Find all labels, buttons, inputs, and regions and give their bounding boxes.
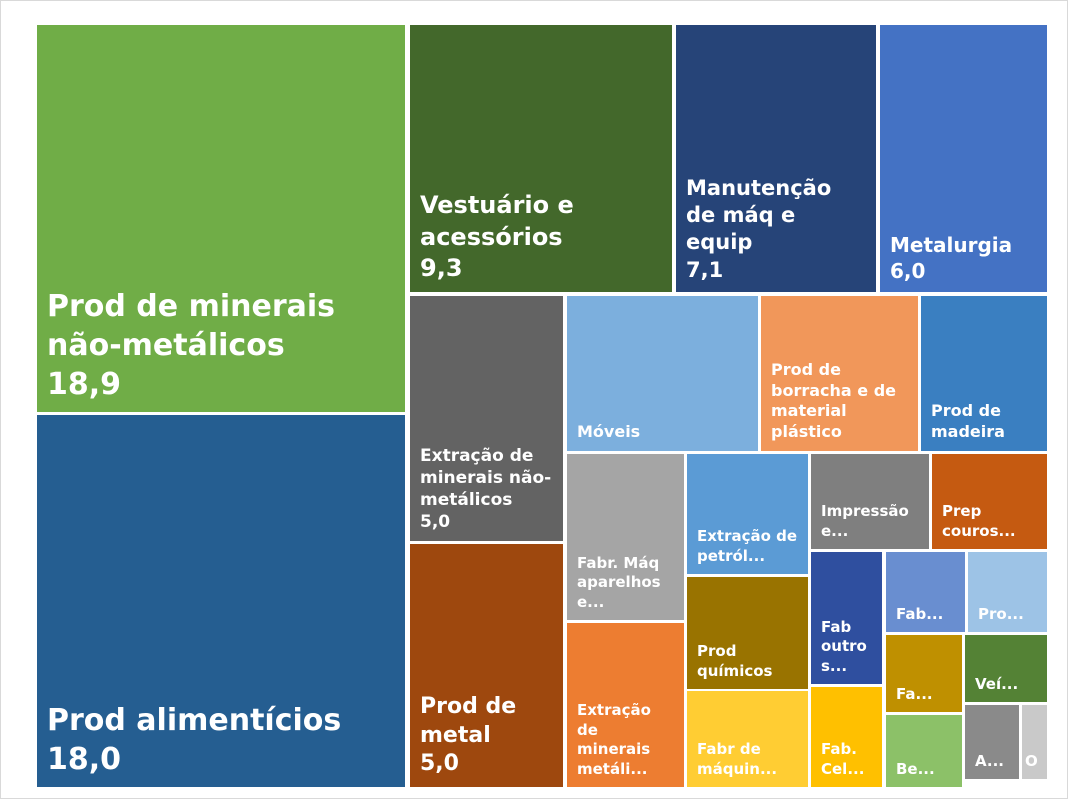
tile: Impressão e... <box>811 454 929 549</box>
tile: Fab... <box>886 552 965 632</box>
tile: Prod alimentícios 18,0 <box>37 415 405 787</box>
tile-label: O <box>1025 751 1038 770</box>
tile: Fabr de máquin... <box>687 691 808 787</box>
tile: Prod químicos <box>687 577 808 689</box>
tile-label: Fab. Cel... <box>821 740 865 778</box>
value-label: 7,1 <box>686 257 724 282</box>
tile-label: Pro... <box>978 604 1024 623</box>
value-label: 5,0 <box>420 751 459 777</box>
tile-label: Fabr de máquin... <box>697 740 778 778</box>
tile-label: Fabr. Máq aparelhos e... <box>577 553 661 611</box>
tile: Be... <box>886 715 962 787</box>
tile-label: Vestuário e acessórios <box>420 191 574 251</box>
tile-label: Prod químicos <box>697 642 773 680</box>
tile: Extração de minerais metáli... <box>567 623 684 787</box>
value-label: 9,3 <box>420 253 463 282</box>
tile: Extração de petról... <box>687 454 808 574</box>
tile-label: A... <box>975 751 1004 770</box>
tile: Fabr. Máq aparelhos e... <box>567 454 684 620</box>
tile: Prod de borracha e de material plástico <box>761 296 918 451</box>
tile-label: Prep couros... <box>942 502 1016 540</box>
tile: Prod de minerais não-metálicos 18,9 <box>37 25 405 412</box>
tile: A... <box>965 705 1019 779</box>
tile: Vestuário e acessórios 9,3 <box>410 25 672 292</box>
tile: Prep couros... <box>932 454 1047 549</box>
tile: Prod de madeira <box>921 296 1047 451</box>
tile-label: Be... <box>896 759 935 778</box>
tile-label: Fab... <box>896 604 944 623</box>
tile: Manutenção de máq e equip 7,1 <box>676 25 876 292</box>
tile: O <box>1022 705 1047 779</box>
tile-label: Extração de petról... <box>697 527 798 565</box>
tile: Fab. Cel... <box>811 687 882 787</box>
tile-label: Fab outros... <box>821 617 867 675</box>
tile-label: Veí... <box>975 674 1019 693</box>
tile-label: Prod de minerais não-metálicos <box>47 289 336 363</box>
tile-label: Manutenção de máq e equip <box>686 175 832 255</box>
tile: Metalurgia 6,0 <box>880 25 1047 292</box>
tile-label: Impressão e... <box>821 502 909 540</box>
tile: Veí... <box>965 635 1047 702</box>
value-label: 18,9 <box>47 367 122 402</box>
tile-label: Fa... <box>896 684 933 703</box>
value-label: 5,0 <box>420 511 451 532</box>
tile: Prod de metal 5,0 <box>410 544 563 787</box>
tile-label: Extração de minerais metáli... <box>577 701 651 778</box>
value-label: 18,0 <box>47 742 122 777</box>
tile-label: Prod de madeira <box>931 401 1005 442</box>
tile: Móveis <box>567 296 758 451</box>
tile-label: Metalurgia <box>890 233 1013 257</box>
tile-label: Móveis <box>577 422 641 442</box>
value-label: 6,0 <box>890 259 926 283</box>
tile: Fab outros... <box>811 552 882 684</box>
tile: Extração de minerais não-metálicos 5,0 <box>410 296 563 541</box>
tile-label: Prod de metal <box>420 694 517 748</box>
tile-label: Prod de borracha e de material plástico <box>771 359 896 442</box>
tile: Fa... <box>886 635 962 712</box>
tile-label: Extração de minerais não-metálicos <box>420 445 552 510</box>
tile: Pro... <box>968 552 1047 632</box>
tile-label: Prod alimentícios <box>47 703 342 738</box>
